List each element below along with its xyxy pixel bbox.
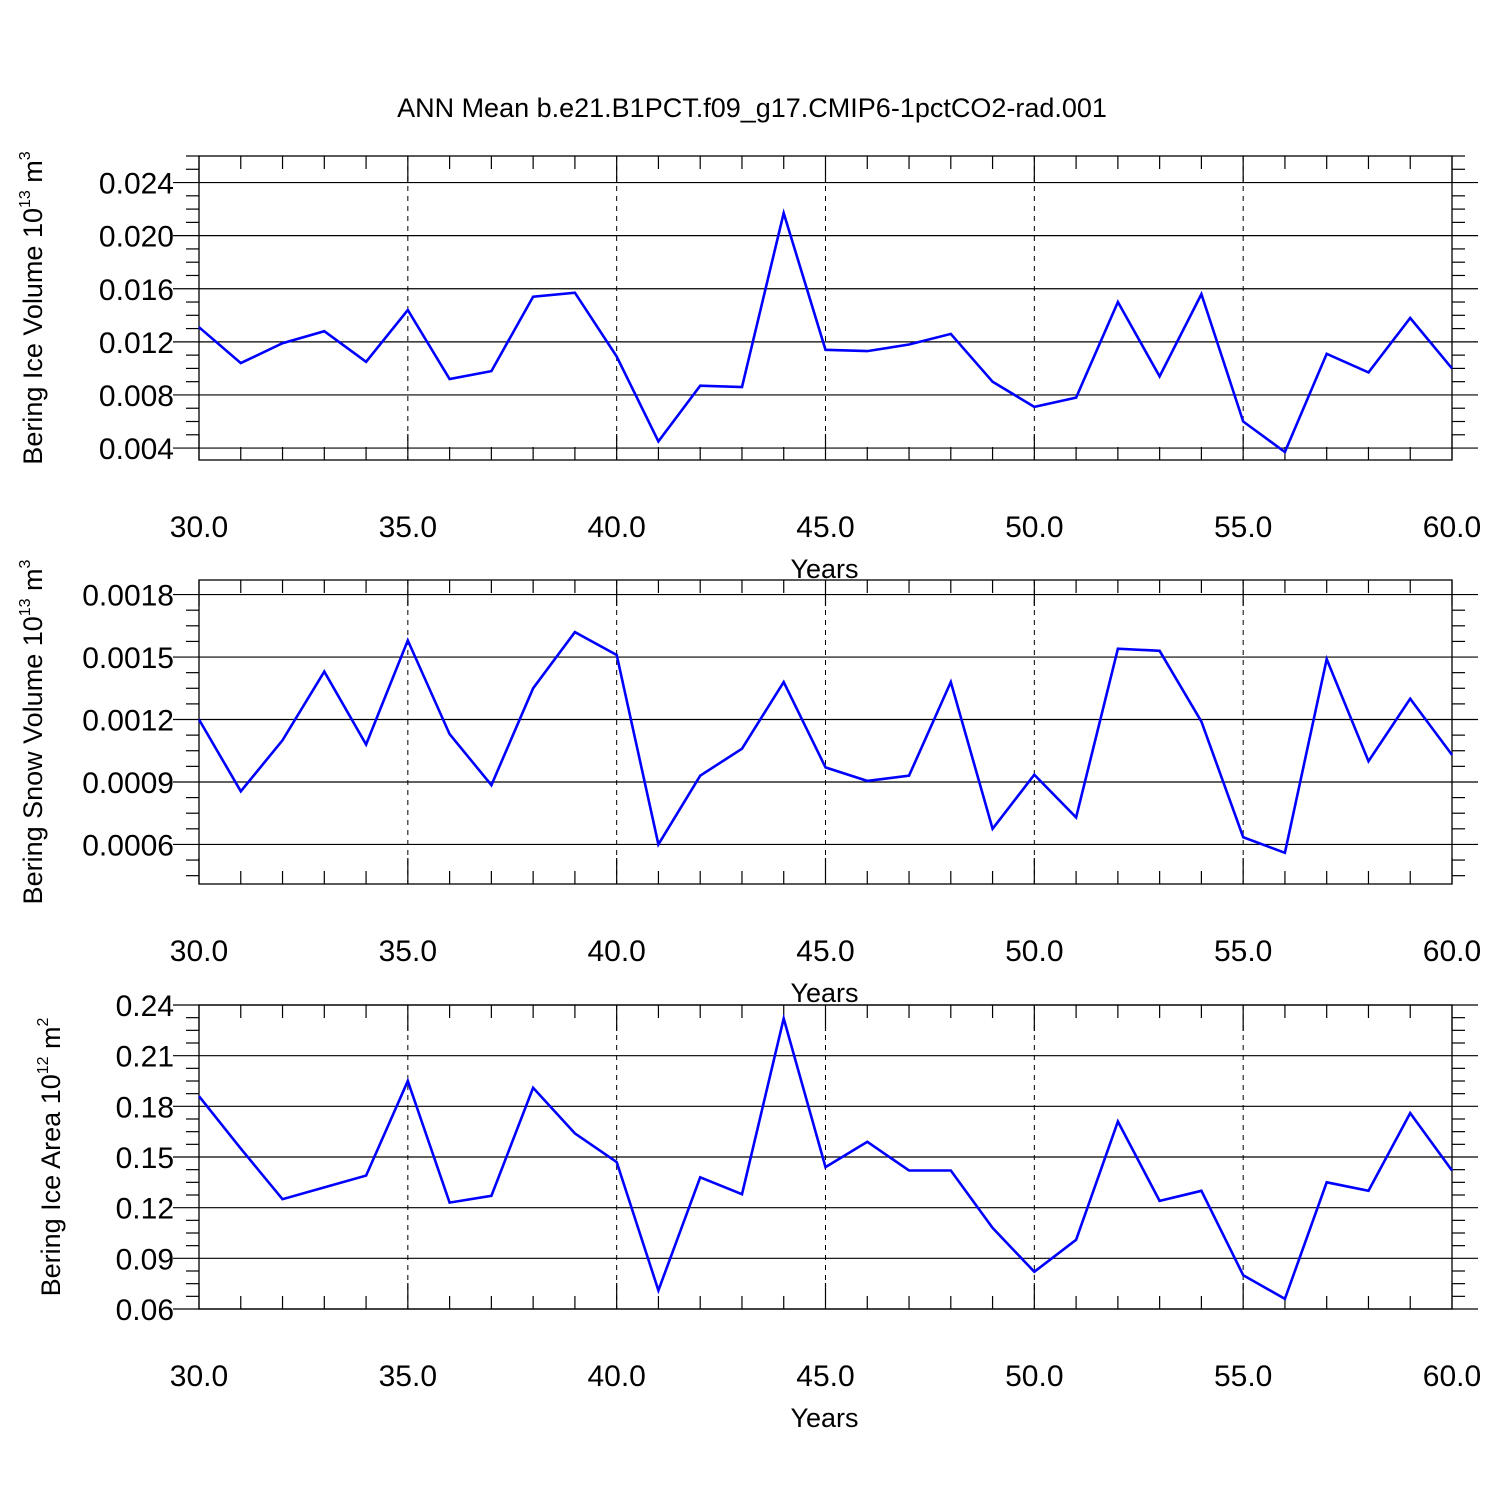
y-tick-label: 0.0018 [82,580,174,613]
figure-title: ANN Mean b.e21.B1PCT.f09_g17.CMIP6-1pctC… [397,93,1107,123]
x-tick-label: 50.0 [1005,935,1063,968]
x-tick-label: 40.0 [587,511,645,544]
y-tick-label: 0.020 [99,221,174,254]
x-tick-label: 50.0 [1005,511,1063,544]
x-tick-label: 35.0 [379,1360,437,1393]
y-tick-label: 0.012 [99,327,174,360]
y-tick-label: 0.12 [116,1193,174,1226]
x-tick-label: 50.0 [1005,1360,1063,1393]
y-tick-label: 0.24 [116,990,174,1023]
x-tick-label: 55.0 [1214,1360,1272,1393]
x-axis-label: Years [790,1403,858,1433]
y-axis-label: Bering Ice Volume 1013 m3 [17,151,48,464]
series-line [197,630,1454,855]
y-tick-label: 0.09 [116,1243,174,1276]
x-tick-label: 55.0 [1214,935,1272,968]
series-line [198,208,1454,455]
x-tick-label: 40.0 [587,1360,645,1393]
y-tick-label: 0.024 [99,168,174,201]
x-tick-label: 45.0 [796,511,854,544]
y-tick-label: 0.15 [116,1142,174,1175]
x-tick-label: 60.0 [1423,511,1481,544]
x-tick-label: 30.0 [170,935,228,968]
x-tick-label: 60.0 [1423,935,1481,968]
y-tick-label: 0.0009 [82,767,174,800]
x-tick-label: 55.0 [1214,511,1272,544]
x-tick-label: 60.0 [1423,1360,1481,1393]
x-tick-label: 45.0 [796,935,854,968]
y-tick-label: 0.0006 [82,829,174,862]
y-tick-label: 0.0015 [82,642,174,675]
y-tick-label: 0.18 [116,1091,174,1124]
y-tick-label: 0.004 [99,433,174,466]
x-tick-label: 30.0 [170,511,228,544]
x-tick-label: 30.0 [170,1360,228,1393]
panel-2: 0.0006 0.0009 0.0012 0.0015 0.0018 30.0 35.0 40… [17,559,1481,1008]
x-tick-label: 40.0 [587,935,645,968]
y-tick-label: 0.008 [99,380,174,413]
panel-1: 0.004 0.008 0.012 0.016 0.020 0.024 30.0 35.0 40… [17,151,1481,584]
y-axis-label: Bering Ice Area 1012 m2 [35,1017,66,1296]
y-tick-label: 0.21 [116,1041,174,1074]
x-axis-label: Years [790,978,858,1008]
y-tick-label: 0.06 [116,1294,174,1327]
x-axis-label: Years [790,554,858,584]
y-tick-label: 0.016 [99,274,174,307]
y-axis-label: Bering Snow Volume 1013 m3 [17,559,48,904]
y-tick-label: 0.0012 [82,705,174,738]
series-line [197,1013,1454,1301]
panel-3: 0.06 0.09 0.12 0.15 0.18 0.21 0.24 30.0 35.0 40.0… [35,990,1481,1433]
x-tick-label: 35.0 [379,935,437,968]
x-tick-label: 45.0 [796,1360,854,1393]
panels: 0.004 0.008 0.012 0.016 0.020 0.024 30.0 35.0 40… [17,151,1481,1433]
x-tick-label: 35.0 [379,511,437,544]
